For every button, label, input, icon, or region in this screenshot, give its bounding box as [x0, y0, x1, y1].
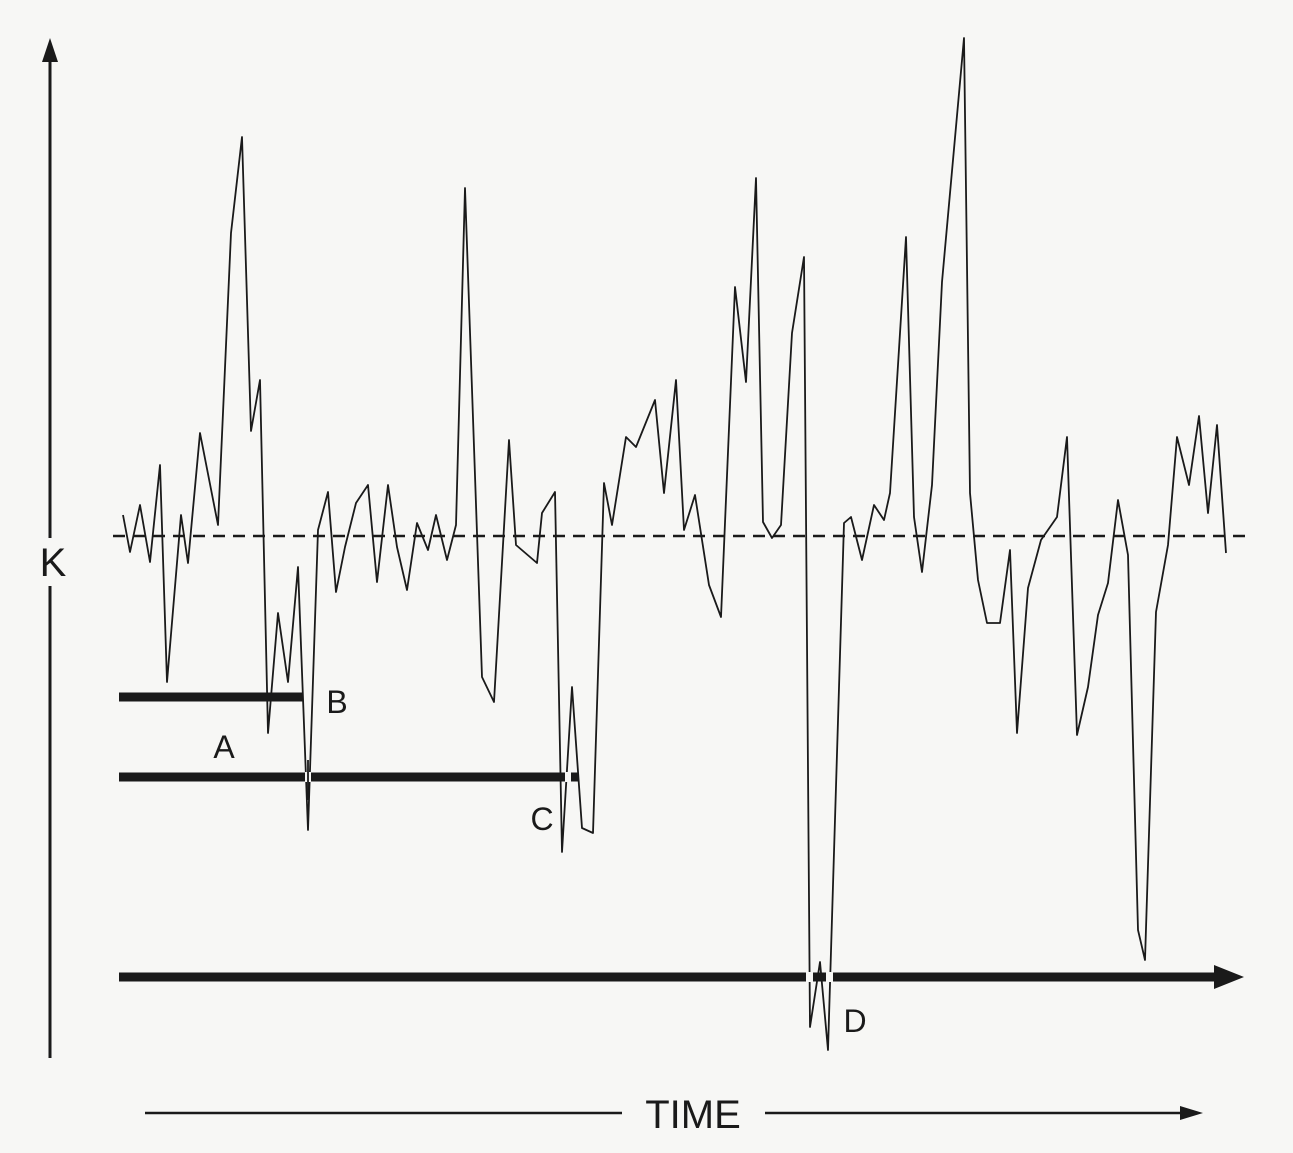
label-d: D: [843, 1003, 866, 1039]
x-axis: [145, 1106, 1203, 1120]
y-axis-arrowhead: [42, 38, 58, 62]
x-axis-label: TIME: [645, 1093, 741, 1137]
signal-trace: [122, 37, 1227, 1051]
y-axis-label: K: [40, 541, 67, 585]
label-b: B: [326, 684, 347, 720]
label-a: A: [213, 729, 235, 765]
label-c: C: [530, 801, 553, 837]
bar-d-arrowhead: [1214, 965, 1244, 989]
x-axis-arrowhead: [1180, 1106, 1203, 1120]
